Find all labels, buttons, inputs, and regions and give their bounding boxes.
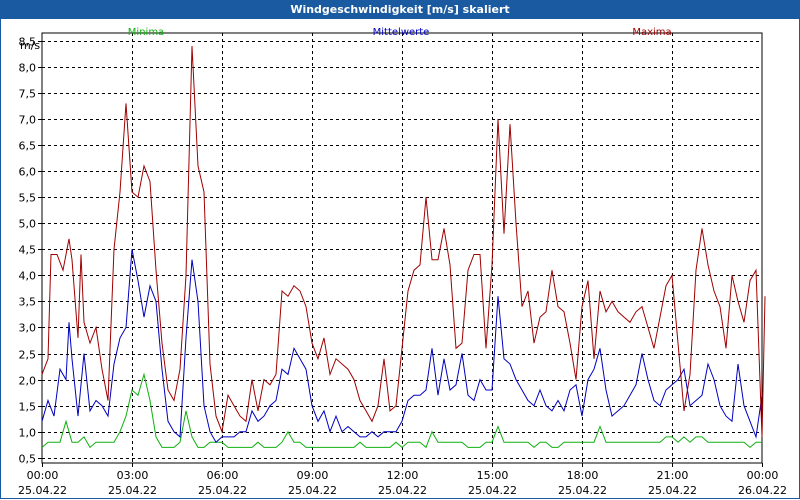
- y-tick-label: 1,5: [19, 401, 37, 414]
- y-tick-label: 0,5: [19, 453, 37, 466]
- y-tick-label: 5,5: [19, 192, 37, 205]
- x-tick-time: 15:00: [477, 469, 509, 482]
- y-tick-label: 4,5: [19, 244, 37, 257]
- y-tick-label: 3,5: [19, 296, 37, 309]
- x-tick-time: 21:00: [657, 469, 689, 482]
- legend-mittelwerte: Mittelwerte: [373, 27, 430, 38]
- x-tick-date: 25.04.22: [468, 484, 517, 497]
- x-tick-time: 06:00: [207, 469, 239, 482]
- y-tick-label: 8,0: [19, 62, 37, 75]
- y-tick-label: 2,0: [19, 375, 37, 388]
- x-tick-time: 03:00: [117, 469, 149, 482]
- y-tick-label: 5,0: [19, 218, 37, 231]
- legend: Minima Mittelwerte Maxima: [128, 27, 672, 38]
- y-tick-label: 7,0: [19, 114, 37, 127]
- legend-maxima: Maxima: [632, 27, 671, 38]
- x-tick-date: 25.04.22: [648, 484, 697, 497]
- y-tick-label: 1,0: [19, 427, 37, 440]
- y-tick-label: 4,0: [19, 270, 37, 283]
- x-tick-time: 18:00: [567, 469, 599, 482]
- x-tick-time: 12:00: [387, 469, 419, 482]
- series-lines: [41, 45, 766, 449]
- x-tick-date: 26.04.22: [738, 484, 787, 497]
- y-tick-label: 2,5: [19, 349, 37, 362]
- series-line-maxima: [41, 45, 766, 437]
- x-tick-time: 00:00: [27, 469, 59, 482]
- x-tick-time: 00:00: [747, 469, 779, 482]
- y-axis-ticks: 0,5 1,0 1,5 2,0 2,5 3,0 3,5 4,0 4,5 5,0 5,5 6,0 6,5 7…: [19, 36, 42, 466]
- x-tick-date: 25.04.22: [558, 484, 607, 497]
- x-tick-time: 09:00: [297, 469, 329, 482]
- chart-title: Windgeschwindigkeit [m/s] skaliert: [0, 0, 800, 19]
- x-tick-date: 25.04.22: [288, 484, 337, 497]
- series-line-minima: [41, 372, 762, 449]
- y-tick-label: 6,0: [19, 166, 37, 179]
- grid-lines: [42, 33, 762, 463]
- y-tick-label: 8,5: [19, 36, 37, 49]
- y-axis-label: m/s: [20, 39, 40, 52]
- x-axis-ticks: 00:00 25.04.22 03:00 25.04.22 06:00 25.04.22 0…: [18, 463, 787, 497]
- x-tick-date: 25.04.22: [198, 484, 247, 497]
- legend-minima: Minima: [128, 27, 164, 38]
- x-tick-date: 25.04.22: [18, 484, 67, 497]
- y-tick-label: 7,5: [19, 88, 37, 101]
- y-tick-label: 6,5: [19, 140, 37, 153]
- x-tick-date: 25.04.22: [108, 484, 157, 497]
- series-line-mittelwerte: [41, 249, 763, 443]
- y-tick-label: 3,0: [19, 322, 37, 335]
- x-tick-date: 25.04.22: [378, 484, 427, 497]
